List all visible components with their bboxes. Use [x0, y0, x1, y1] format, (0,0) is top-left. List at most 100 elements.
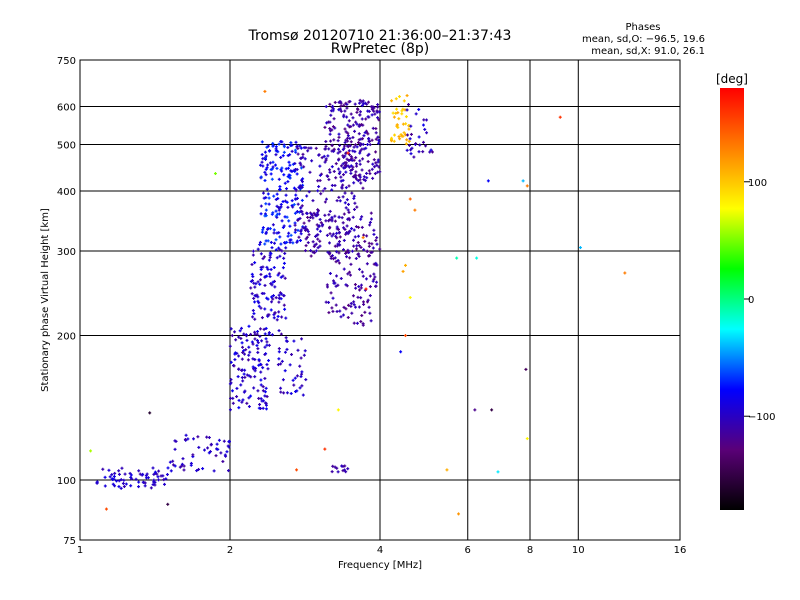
data-point [164, 477, 168, 481]
data-point [283, 350, 287, 354]
data-point [331, 125, 335, 129]
data-point [399, 350, 403, 354]
data-point [364, 277, 368, 281]
data-point [370, 113, 374, 117]
data-point [374, 127, 378, 131]
data-point [421, 140, 425, 144]
data-point [360, 215, 364, 219]
data-point [233, 330, 237, 334]
data-point [282, 173, 286, 177]
data-point [305, 228, 309, 232]
data-point [117, 485, 121, 489]
data-point [348, 136, 352, 140]
data-point [371, 279, 375, 283]
data-point [362, 248, 366, 252]
data-point [347, 158, 351, 162]
data-point [221, 459, 225, 463]
data-point [357, 138, 361, 142]
data-point [429, 148, 433, 152]
data-point [123, 472, 127, 476]
data-point [277, 246, 281, 250]
data-point [343, 161, 347, 165]
data-point [278, 254, 282, 258]
data-point [267, 196, 271, 200]
data-point [152, 472, 156, 476]
data-point [323, 187, 327, 191]
data-point [259, 267, 263, 271]
data-point [374, 284, 378, 288]
data-point [277, 142, 281, 146]
data-point [253, 285, 257, 289]
data-point [254, 282, 258, 286]
x-tick-label: 16 [674, 545, 687, 556]
data-point [275, 166, 279, 170]
data-point [330, 217, 334, 221]
data-point [245, 401, 249, 405]
data-point [309, 254, 313, 258]
data-point [293, 376, 297, 380]
data-point [297, 185, 301, 189]
data-point [317, 153, 321, 157]
data-point [353, 102, 357, 106]
data-point [337, 100, 341, 104]
data-point [259, 252, 263, 256]
data-point [240, 400, 244, 404]
data-point [342, 226, 346, 230]
data-point [275, 318, 279, 322]
data-point [245, 338, 249, 342]
data-point [296, 152, 300, 156]
data-point [409, 132, 413, 136]
data-point [358, 149, 362, 153]
data-point [331, 104, 335, 108]
data-point [329, 256, 333, 260]
data-point [300, 198, 304, 202]
data-point [330, 306, 334, 310]
data-point [184, 433, 188, 437]
data-point [216, 447, 220, 451]
data-point [376, 103, 380, 107]
data-point [349, 304, 353, 308]
data-point [283, 307, 287, 311]
data-point [306, 149, 310, 153]
data-point [430, 150, 434, 154]
data-point [401, 107, 405, 111]
data-point [306, 241, 310, 245]
data-point [265, 343, 269, 347]
data-point [258, 278, 262, 282]
data-point [129, 484, 133, 488]
data-point [269, 252, 273, 256]
data-point [280, 292, 284, 296]
data-point [422, 118, 426, 122]
data-point [337, 231, 341, 235]
data-point [144, 474, 148, 478]
data-point [338, 243, 342, 247]
y-tick-label: 600 [57, 103, 76, 114]
data-points [89, 89, 627, 516]
data-point [314, 242, 318, 246]
data-point [308, 216, 312, 220]
data-point [362, 300, 366, 304]
data-point [280, 166, 284, 170]
data-point [291, 378, 295, 382]
data-point [269, 240, 273, 244]
data-point [425, 118, 429, 122]
data-point [285, 240, 289, 244]
data-point [251, 365, 255, 369]
data-point [623, 271, 627, 275]
data-point [376, 170, 380, 174]
data-point [115, 479, 119, 483]
data-point [338, 143, 342, 147]
data-point [407, 127, 411, 131]
data-point [289, 238, 293, 242]
data-point [355, 247, 359, 251]
data-point [225, 450, 229, 454]
data-point [353, 173, 357, 177]
data-point [349, 140, 353, 144]
data-point [252, 296, 256, 300]
data-point [237, 367, 241, 371]
data-point [277, 350, 281, 354]
data-point [278, 185, 282, 189]
data-point [357, 285, 361, 289]
data-point [261, 385, 265, 389]
data-point [275, 204, 279, 208]
